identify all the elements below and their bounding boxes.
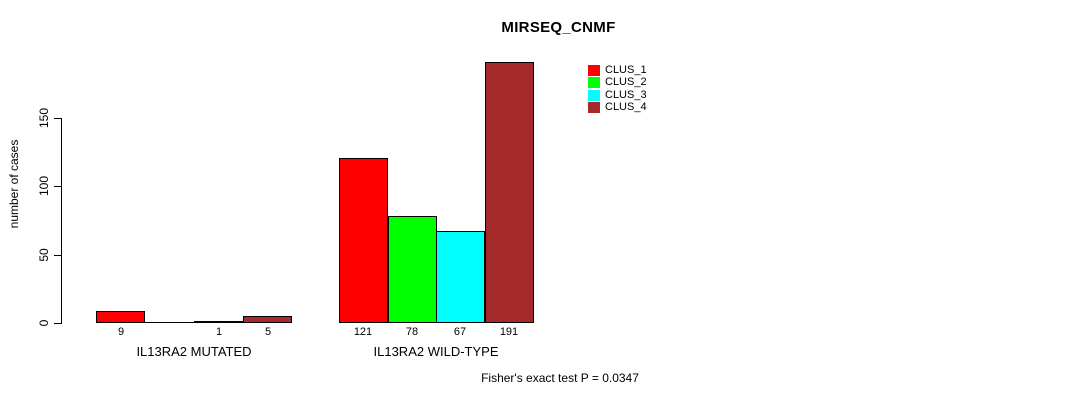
- bar-clus_2-group2: [388, 216, 437, 323]
- legend-swatch-clus_3: [588, 90, 600, 101]
- bar-clus_3-group2: [436, 231, 485, 323]
- bar-value-label: 67: [453, 326, 467, 338]
- bar-clus_1-group2: [339, 158, 388, 323]
- bar-value-label: 121: [353, 326, 373, 338]
- y-axis-line: [61, 118, 62, 324]
- bar-value-label: 1: [215, 326, 223, 338]
- y-axis-tick-label: 0: [37, 319, 51, 327]
- x-axis-group-label: IL13RA2 WILD-TYPE: [373, 344, 499, 359]
- bar-clus_4-group2: [485, 62, 534, 323]
- bar-clus_2-group1: [145, 322, 194, 323]
- bar-value-label: 9: [117, 326, 125, 338]
- y-axis-tick-label: 100: [37, 175, 51, 197]
- x-axis-group-label: IL13RA2 MUTATED: [136, 344, 252, 359]
- bar-value-label: 78: [405, 326, 419, 338]
- legend-label-clus_4: CLUS_4: [605, 101, 647, 113]
- y-axis-tick: [54, 255, 62, 256]
- legend-swatch-clus_2: [588, 77, 600, 88]
- legend-label-clus_1: CLUS_1: [605, 64, 647, 76]
- legend-swatch-clus_4: [588, 102, 600, 113]
- legend-swatch-clus_1: [588, 65, 600, 76]
- bar-clus_1-group1: [96, 311, 145, 323]
- bar-value-label: 5: [264, 326, 272, 338]
- fisher-test-footnote: Fisher's exact test P = 0.0347: [481, 371, 639, 385]
- legend-label-clus_3: CLUS_3: [605, 89, 647, 101]
- legend-label-clus_2: CLUS_2: [605, 76, 647, 88]
- y-axis-tick: [54, 186, 62, 187]
- bar-clus_3-group1: [194, 321, 243, 323]
- bar-value-label: 191: [499, 326, 519, 338]
- y-axis-title: number of cases: [7, 139, 21, 229]
- y-axis-tick-label: 50: [37, 248, 51, 262]
- y-axis-tick: [54, 323, 62, 324]
- bar-clus_4-group1: [243, 316, 292, 323]
- y-axis-tick-label: 150: [37, 107, 51, 129]
- chart-title: MIRSEQ_CNMF: [501, 19, 616, 36]
- y-axis-tick: [54, 118, 62, 119]
